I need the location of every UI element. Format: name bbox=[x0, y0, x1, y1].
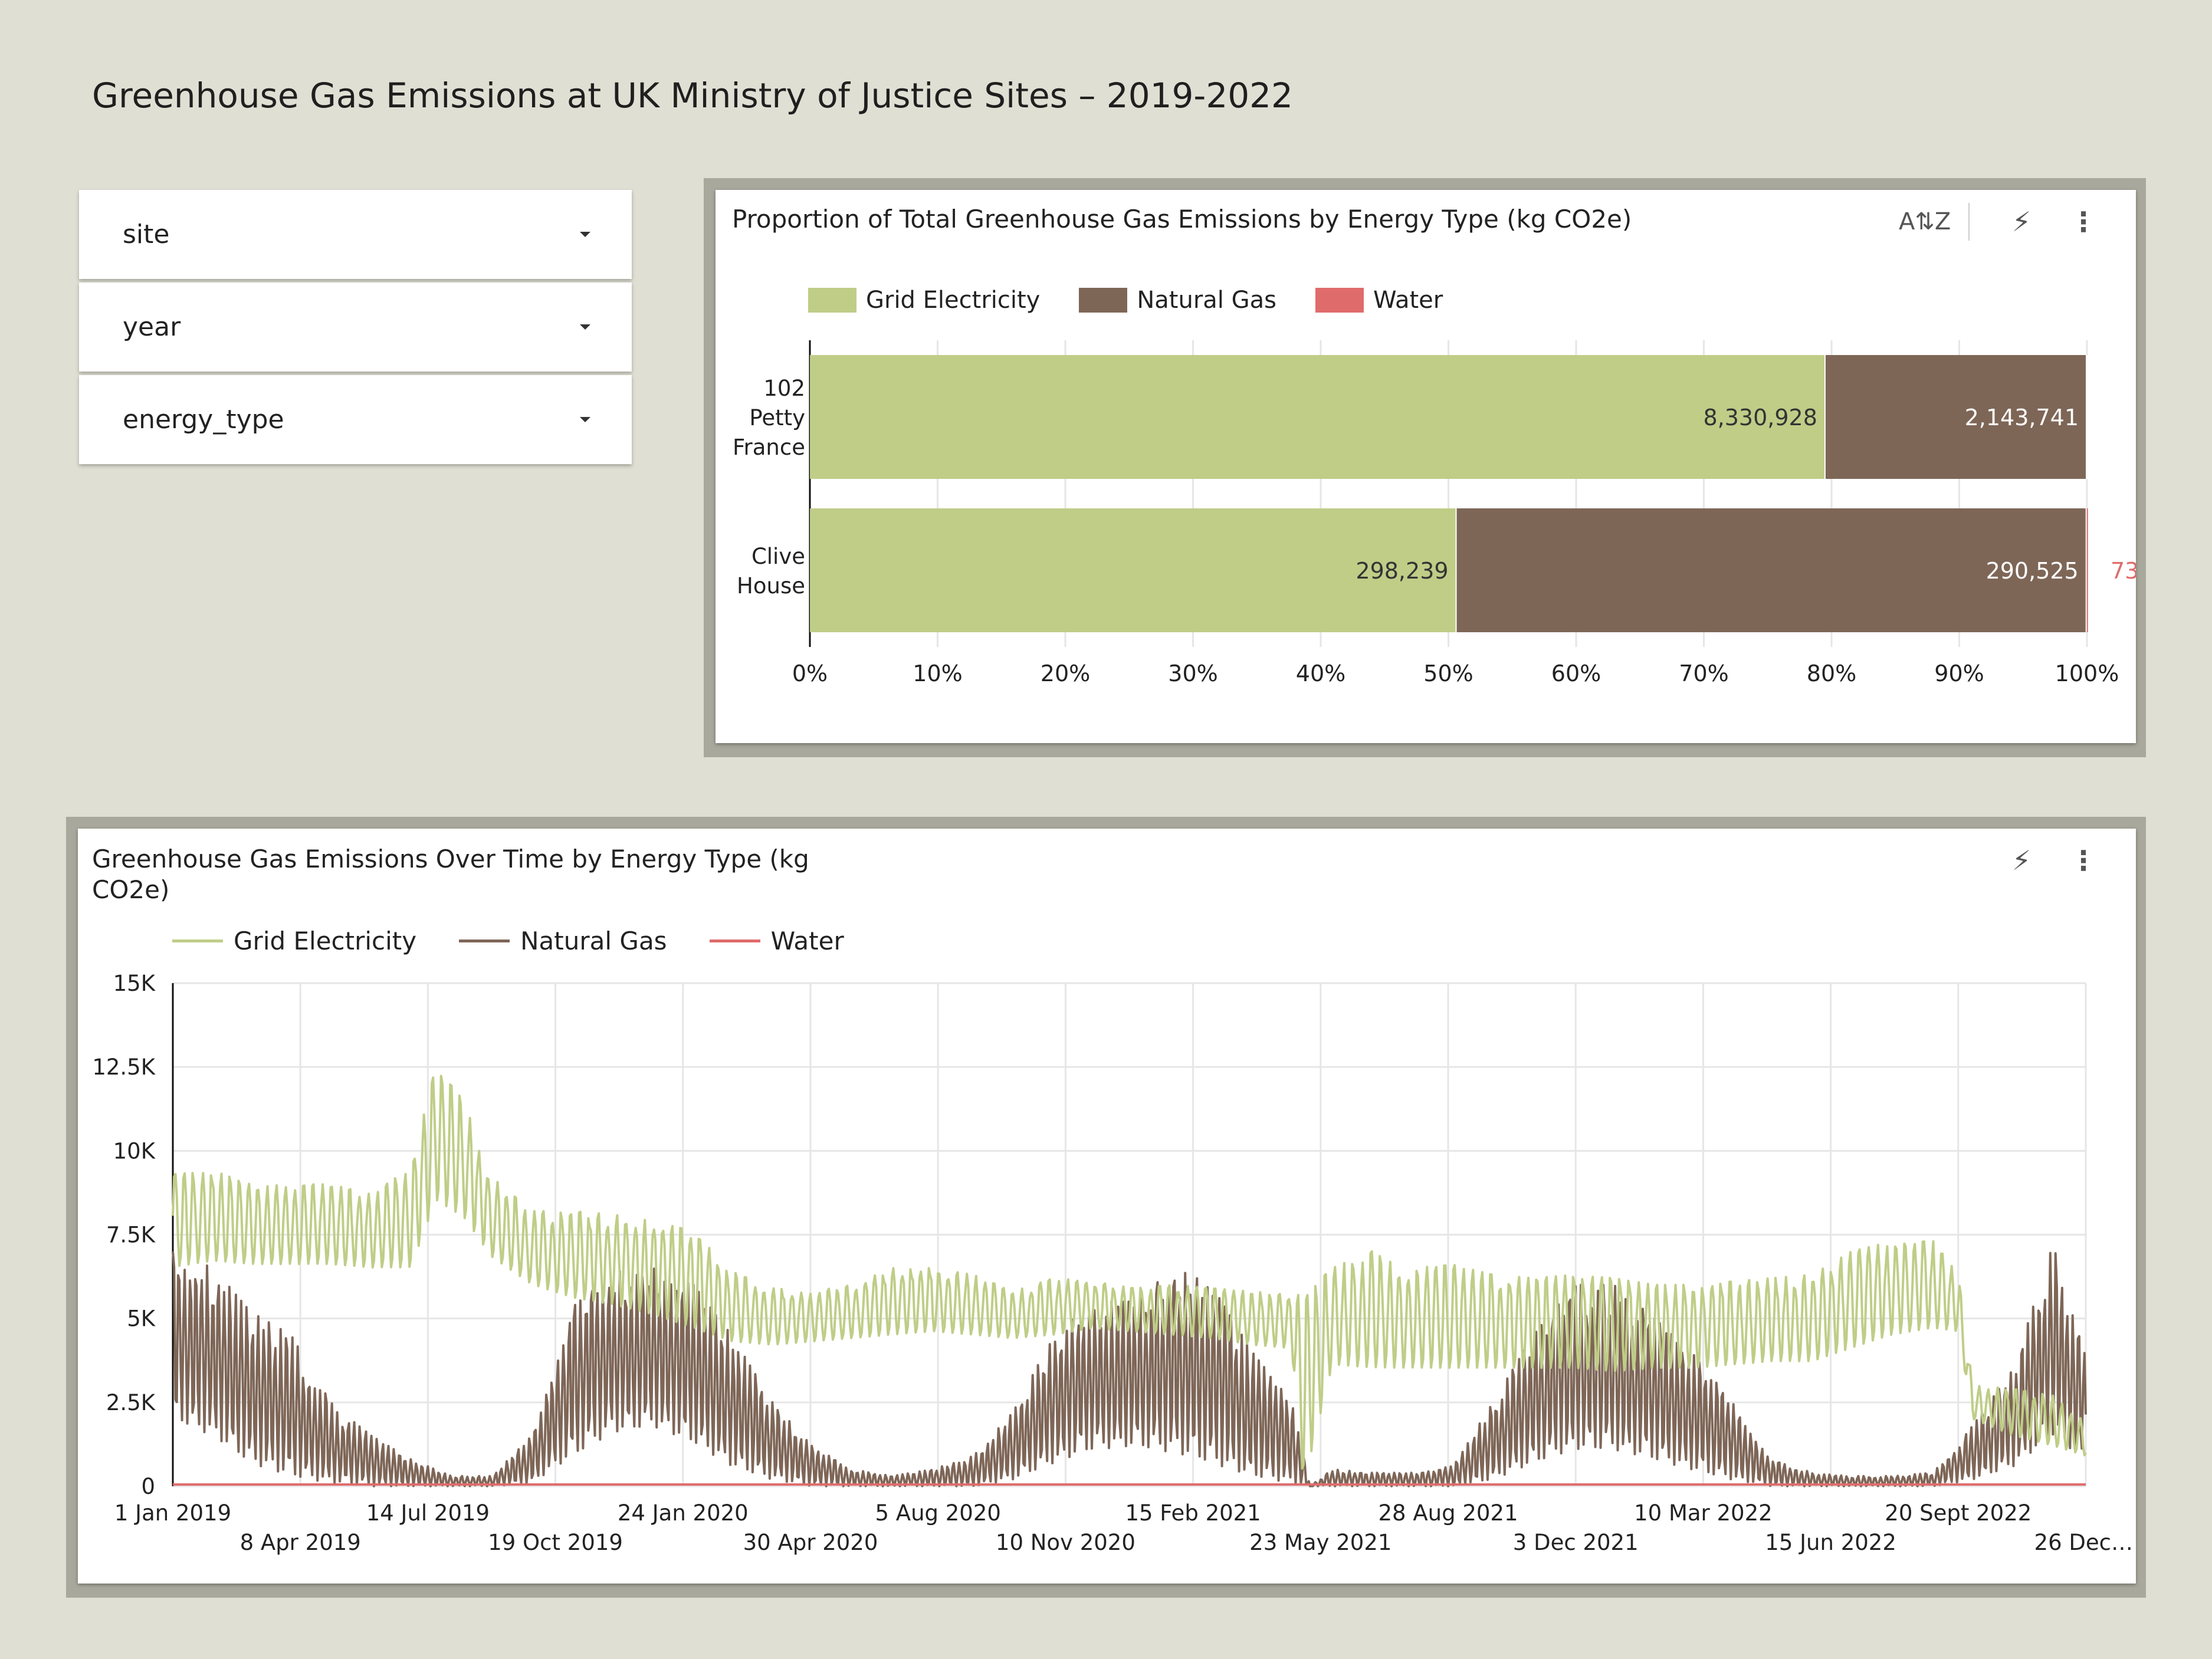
x-tick-label: 90% bbox=[1934, 661, 1984, 686]
chevron-down-icon bbox=[580, 417, 590, 422]
x-tick-label: 40% bbox=[1296, 661, 1345, 686]
series-line-natural-gas bbox=[172, 1251, 2087, 1487]
line-chart-plot: 0 2.5K 5K 7.5K 10K 12.5K 15K 1 Jan 2019 8 Apr 20… bbox=[92, 971, 2133, 1555]
legend-line bbox=[172, 939, 223, 942]
y-tick-label: 15K bbox=[113, 971, 156, 996]
legend-swatch bbox=[808, 288, 856, 313]
y-category-label: 102 bbox=[763, 376, 805, 401]
filter-panel: site year energy_type bbox=[79, 190, 632, 468]
x-tick-label: 14 Jul 2019 bbox=[366, 1500, 490, 1526]
x-tick-label: 30% bbox=[1168, 661, 1217, 686]
y-tick-label: 0 bbox=[141, 1474, 155, 1499]
x-tick-label: 0% bbox=[792, 661, 828, 686]
legend-label: Natural Gas bbox=[1137, 287, 1276, 314]
x-tick-label: 15 Feb 2021 bbox=[1125, 1500, 1261, 1526]
y-tick-label: 5K bbox=[127, 1306, 156, 1332]
line-chart-title-line-1: Greenhouse Gas Emissions Over Time by En… bbox=[92, 845, 809, 873]
legend-item-water[interactable]: Water bbox=[1315, 287, 1443, 314]
x-tick-label: 1 Jan 2019 bbox=[114, 1500, 231, 1526]
bar-segment bbox=[810, 355, 1826, 479]
legend-item-natural-gas[interactable]: Natural Gas bbox=[1079, 287, 1276, 314]
bar-segment bbox=[1456, 508, 2087, 632]
series-line-grid-electricity bbox=[172, 1075, 2087, 1470]
y-tick-label: 12.5K bbox=[92, 1054, 156, 1080]
data-label: 290,525 bbox=[1986, 558, 2079, 584]
x-tick-label: 19 Oct 2019 bbox=[488, 1530, 623, 1555]
lightning-bolt-icon[interactable]: ⚡︎ bbox=[2011, 845, 2032, 876]
chevron-down-icon bbox=[580, 324, 590, 330]
y-category-label: Clive bbox=[751, 544, 805, 569]
legend-item-water[interactable]: Water bbox=[709, 927, 844, 955]
lightning-bolt-icon[interactable]: ⚡︎ bbox=[2011, 206, 2032, 238]
x-tick-label: 28 Aug 2021 bbox=[1378, 1500, 1518, 1526]
data-label: 298,239 bbox=[1356, 558, 1448, 584]
x-tick-label: 26 Dec… bbox=[2034, 1530, 2133, 1555]
year-filter-label: year bbox=[123, 312, 181, 342]
y-tick-label: 7.5K bbox=[106, 1223, 156, 1248]
bar-chart-title: Proportion of Total Greenhouse Gas Emiss… bbox=[732, 205, 1632, 234]
energy-type-filter-label: energy_type bbox=[123, 405, 284, 435]
x-tick-label: 10% bbox=[913, 661, 962, 686]
x-tick-label: 10 Nov 2020 bbox=[996, 1530, 1135, 1555]
chevron-down-icon bbox=[580, 232, 590, 237]
y-category-label: France bbox=[733, 435, 805, 460]
x-tick-label: 20 Sept 2022 bbox=[1885, 1500, 2032, 1526]
more-vertical-icon[interactable]: ⋮ bbox=[2070, 845, 2097, 876]
bar-segment bbox=[1825, 355, 2087, 479]
site-filter[interactable]: site bbox=[79, 190, 632, 279]
legend-item-grid-electricity[interactable]: Grid Electricity bbox=[808, 287, 1040, 314]
bar-chart-legend: Grid Electricity Natural Gas Water bbox=[808, 287, 1443, 314]
legend-label: Water bbox=[770, 927, 844, 955]
data-label: 73 bbox=[2111, 558, 2136, 584]
legend-item-grid-electricity[interactable]: Grid Electricity bbox=[172, 927, 416, 955]
year-filter[interactable]: year bbox=[79, 282, 632, 372]
x-tick-label: 8 Apr 2019 bbox=[240, 1530, 361, 1555]
more-vertical-icon[interactable]: ⋮ bbox=[2070, 206, 2097, 238]
bar-segment bbox=[810, 508, 1457, 632]
x-tick-label: 30 Apr 2020 bbox=[743, 1530, 878, 1555]
x-tick-label: 24 Jan 2020 bbox=[618, 1500, 749, 1526]
legend-label: Natural Gas bbox=[520, 927, 667, 955]
data-label: 8,330,928 bbox=[1704, 405, 1817, 431]
line-chart-title: Greenhouse Gas Emissions Over Time by En… bbox=[92, 844, 809, 905]
line-chart-card: Greenhouse Gas Emissions Over Time by En… bbox=[78, 829, 2136, 1584]
energy-type-filter[interactable]: energy_type bbox=[79, 375, 632, 464]
legend-item-natural-gas[interactable]: Natural Gas bbox=[459, 927, 667, 955]
toolbar-divider bbox=[1968, 203, 1970, 241]
x-tick-label: 23 May 2021 bbox=[1249, 1530, 1391, 1555]
legend-label: Water bbox=[1373, 287, 1443, 314]
line-chart-legend: Grid Electricity Natural Gas Water bbox=[172, 927, 844, 955]
y-tick-label: 2.5K bbox=[106, 1390, 156, 1415]
legend-line bbox=[459, 939, 510, 942]
x-tick-label: 3 Dec 2021 bbox=[1513, 1530, 1639, 1555]
page-title: Greenhouse Gas Emissions at UK Ministry … bbox=[92, 75, 1293, 116]
y-category-label: Petty bbox=[749, 405, 805, 431]
x-tick-label: 100% bbox=[2055, 661, 2119, 686]
data-label: 2,143,741 bbox=[1965, 405, 2079, 431]
legend-label: Grid Electricity bbox=[234, 927, 417, 955]
bar-chart-plot: 0% 10% 20% 30% 40% 50% 60% 70% 80% 90% 100% 8,330,9… bbox=[733, 340, 2136, 686]
legend-swatch bbox=[1315, 288, 1364, 313]
x-tick-label: 20% bbox=[1041, 661, 1090, 686]
x-tick-label: 50% bbox=[1423, 661, 1473, 686]
line-chart-title-line-2: CO2e) bbox=[92, 875, 170, 904]
legend-line bbox=[709, 939, 760, 942]
legend-swatch bbox=[1079, 288, 1128, 313]
x-tick-label: 80% bbox=[1807, 661, 1856, 686]
y-category-label: House bbox=[737, 573, 805, 599]
x-tick-label: 15 Jun 2022 bbox=[1765, 1530, 1896, 1555]
bar-chart-card: Proportion of Total Greenhouse Gas Emiss… bbox=[716, 190, 2136, 743]
x-tick-label: 10 Mar 2022 bbox=[1634, 1500, 1773, 1526]
x-tick-label: 5 Aug 2020 bbox=[875, 1500, 1000, 1526]
legend-label: Grid Electricity bbox=[866, 287, 1041, 314]
bar-segment bbox=[2086, 508, 2088, 632]
x-tick-label: 70% bbox=[1679, 661, 1728, 686]
y-tick-label: 10K bbox=[113, 1138, 156, 1164]
x-tick-label: 60% bbox=[1551, 661, 1601, 686]
site-filter-label: site bbox=[123, 219, 170, 249]
